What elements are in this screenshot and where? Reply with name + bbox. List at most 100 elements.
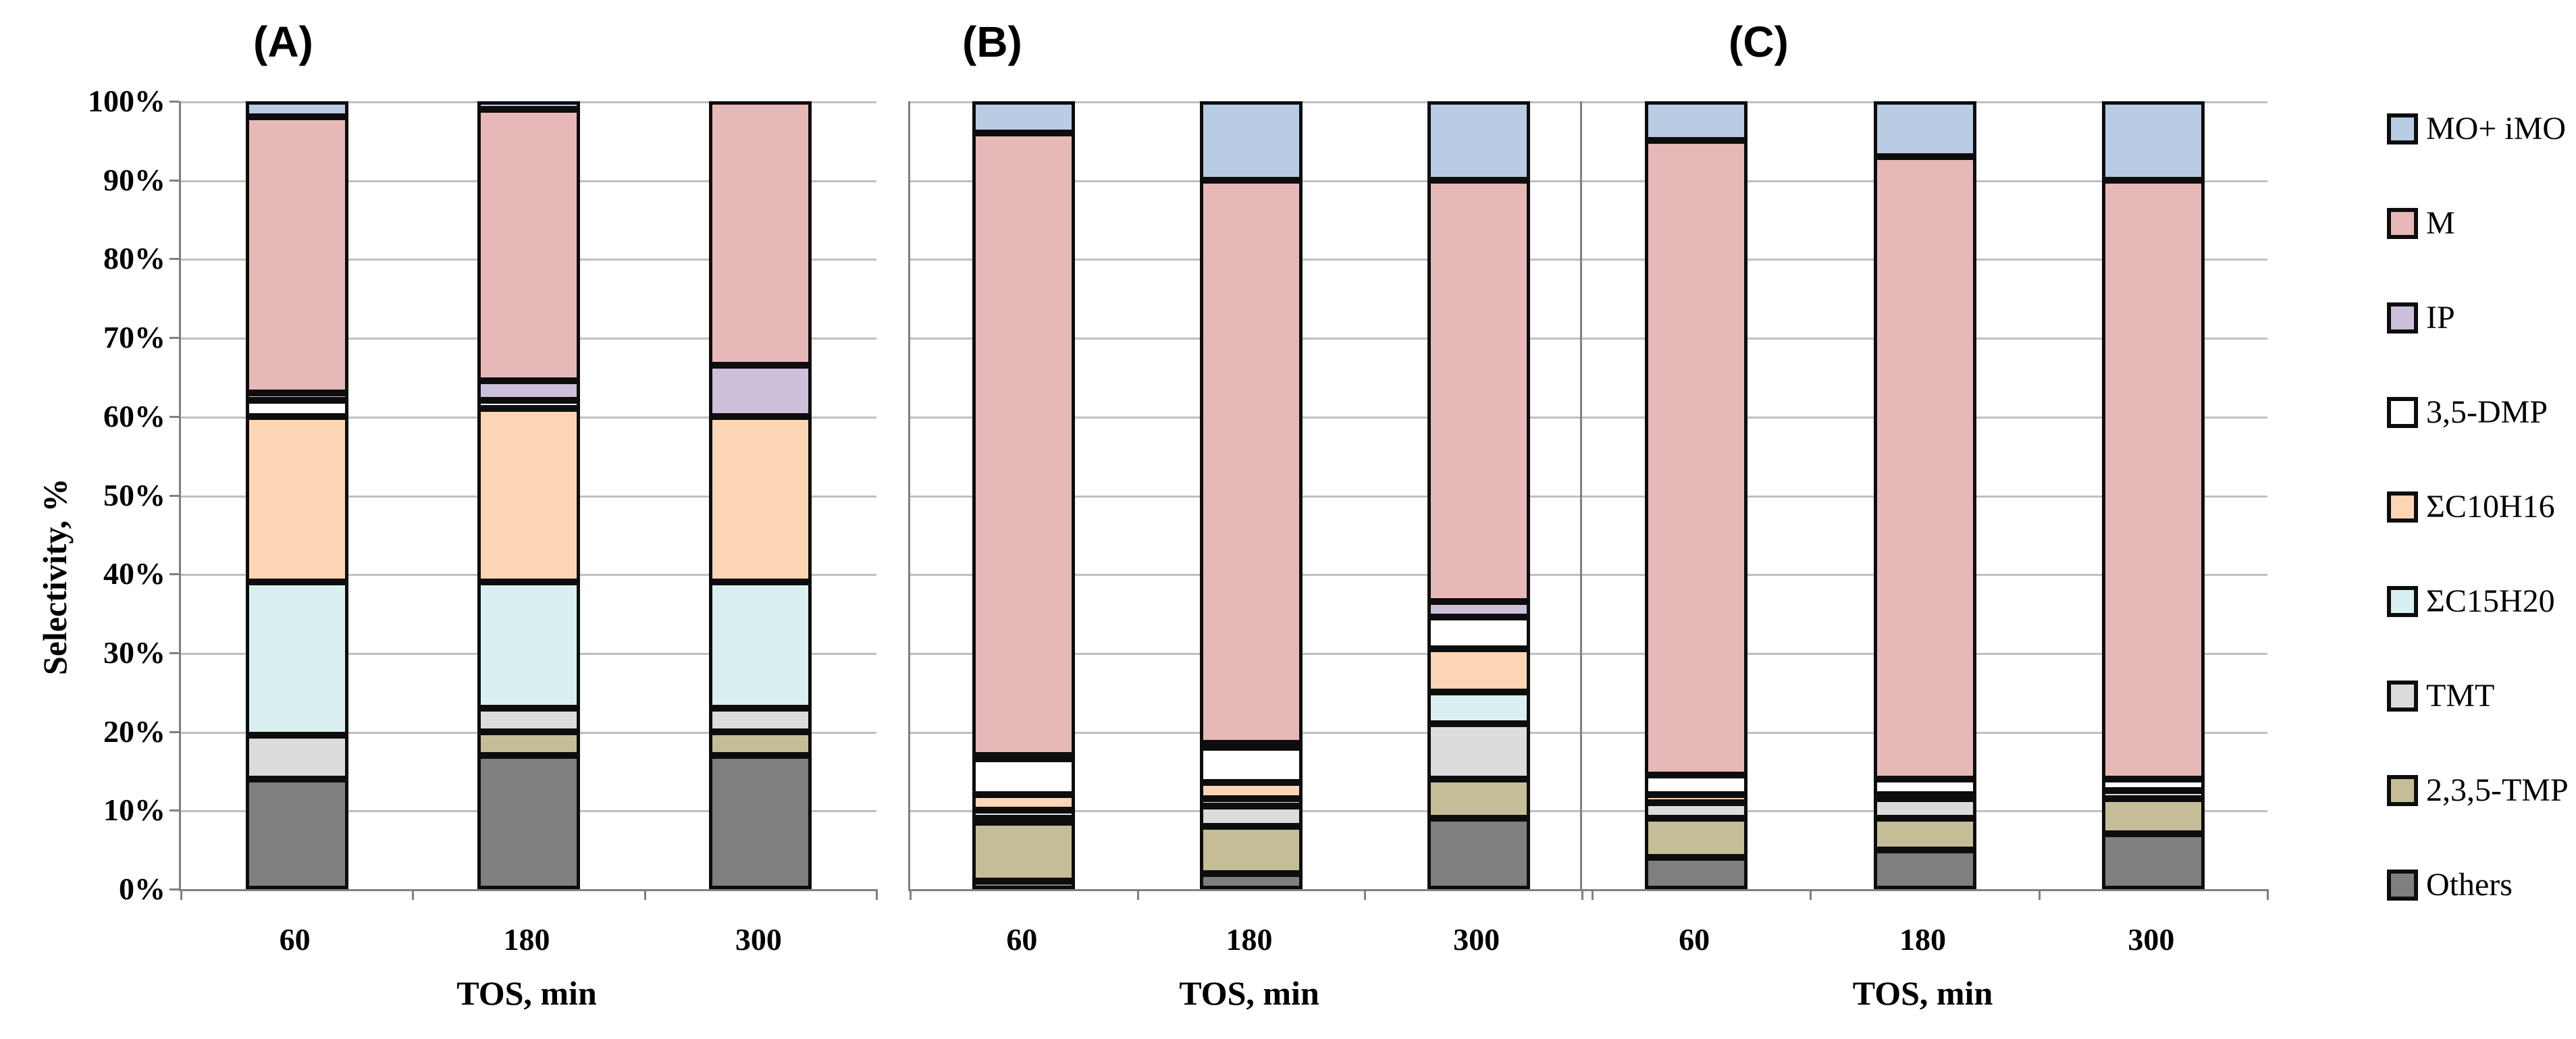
x-axis-label: 300 — [2128, 922, 2175, 957]
x-axis-tick — [910, 889, 912, 900]
y-axis-label: 90% — [103, 162, 165, 197]
legend-swatch-icon — [2387, 113, 2418, 144]
x-axis-label: 180 — [1226, 922, 1273, 957]
legend-item--c10h16: ΣC10H16 — [2387, 491, 2569, 523]
bar-segment-mo-imo — [972, 101, 1076, 133]
y-axis-tick — [169, 337, 179, 340]
bar-segment-tmt — [709, 708, 812, 732]
legend-swatch-icon — [2387, 775, 2418, 806]
x-axis-label: 180 — [503, 922, 550, 957]
x-axis-title: TOS, min — [1179, 974, 1319, 1012]
y-axis-tick — [169, 809, 179, 812]
legend-label: TMT — [2426, 678, 2495, 714]
bar-segment-others — [1645, 857, 1748, 889]
legend-item-2-3-5-tmp: 2,3,5-TMP — [2387, 774, 2569, 807]
legend-label: Others — [2426, 867, 2513, 903]
stacked-bar-b-180 — [1200, 101, 1303, 889]
bar-segment--c10h16 — [477, 408, 580, 582]
bar-segment-ip — [245, 392, 348, 401]
bar-segment-mo-imo — [245, 101, 348, 117]
bar-segment-tmt — [1427, 723, 1530, 779]
legend-label: ΣC10H16 — [2426, 489, 2555, 525]
bar-segment-3-5-dmp — [1645, 774, 1748, 795]
legend-item-m: M — [2387, 205, 2569, 241]
legend-swatch-icon — [2387, 397, 2418, 428]
x-axis-tick — [1581, 889, 1583, 900]
bar-segment--c15h20 — [972, 810, 1076, 818]
legend-item-tmt: TMT — [2387, 678, 2569, 714]
bar-segment-2-3-5-tmp — [972, 822, 1076, 882]
x-axis-label: 300 — [1453, 922, 1500, 957]
legend-swatch-icon — [2387, 681, 2418, 712]
bar-segment-tmt — [1645, 802, 1748, 818]
bar-segment-m — [1427, 180, 1530, 602]
bar-segment-m — [1873, 156, 1976, 779]
x-axis-tick — [2267, 889, 2269, 900]
bar-segment-others — [2101, 834, 2205, 889]
bar-segment-others — [1873, 849, 1976, 889]
legend-swatch-icon — [2387, 870, 2418, 901]
bar-segment--c15h20 — [1427, 692, 1530, 724]
bar-segment-tmt — [1200, 806, 1303, 826]
bar-segment-3-5-dmp — [972, 759, 1076, 795]
legend-swatch-icon — [2387, 302, 2418, 334]
bar-segment-m — [1200, 180, 1303, 744]
bar-segment--c10h16 — [709, 416, 812, 582]
bar-segment-others — [1200, 873, 1303, 889]
bar-segment-others — [709, 755, 812, 889]
bar-segment--c10h16 — [1427, 649, 1530, 693]
bar-segment-others — [477, 755, 580, 889]
x-axis-title: TOS, min — [1852, 974, 1993, 1012]
bar-segment-2-3-5-tmp — [1645, 818, 1748, 858]
x-axis-tick — [1136, 889, 1139, 900]
y-axis-tick — [169, 179, 179, 182]
x-axis-label: 180 — [1899, 922, 1946, 957]
y-axis-tick — [169, 101, 179, 103]
y-axis-tick — [169, 888, 179, 890]
bar-segment-2-3-5-tmp — [1200, 826, 1303, 874]
bar-segment-2-3-5-tmp — [2101, 798, 2205, 834]
y-axis-label: 0% — [119, 872, 165, 906]
bar-segment-others — [245, 778, 348, 889]
bar-segment-3-5-dmp — [1873, 778, 1976, 795]
bar-segment-3-5-dmp — [1427, 617, 1530, 649]
x-axis-label: 60 — [279, 922, 311, 957]
bar-segment-3-5-dmp — [245, 400, 348, 417]
bar-segment-3-5-dmp — [1200, 747, 1303, 783]
bar-segment-mo-imo — [1200, 101, 1303, 180]
bar-segment-3-5-dmp — [2101, 778, 2205, 791]
legend-label: MO+ iMO — [2426, 111, 2567, 146]
y-axis-label: 50% — [103, 477, 165, 512]
bar-segment-2-3-5-tmp — [709, 731, 812, 755]
y-axis-tick — [169, 415, 179, 418]
bar-segment-m — [245, 117, 348, 393]
bar-segment--c10h16 — [1200, 782, 1303, 799]
bar-segment-tmt — [2101, 791, 2205, 799]
x-axis-label: 300 — [735, 922, 782, 957]
panel-title-c: (C) — [1729, 18, 1789, 66]
legend-swatch-icon — [2387, 208, 2418, 239]
bar-segment-m — [2101, 180, 2205, 779]
bar-segment-3-5-dmp — [477, 400, 580, 409]
stacked-bar-a-60 — [245, 101, 348, 889]
y-axis-label: 70% — [103, 320, 165, 355]
x-axis-tick — [643, 889, 646, 900]
legend-swatch-icon — [2387, 586, 2418, 617]
bar-segment-m — [1645, 140, 1748, 775]
bar-segment-m — [477, 109, 580, 381]
legend-item-others: Others — [2387, 867, 2569, 903]
stacked-bar-a-180 — [477, 101, 580, 889]
bar-segment-m — [972, 132, 1076, 755]
bar-segment-mo-imo — [2101, 101, 2205, 180]
y-axis-title: Selectivity, % — [36, 478, 74, 675]
bar-segment-2-3-5-tmp — [477, 731, 580, 755]
bar-segment-others — [1427, 818, 1530, 889]
y-axis-label: 20% — [103, 714, 165, 749]
bar-segment--c15h20 — [1200, 798, 1303, 807]
x-axis-tick — [1364, 889, 1367, 900]
legend-label: ΣC15H20 — [2426, 583, 2555, 619]
x-axis-tick — [2038, 889, 2041, 900]
legend-label: M — [2426, 205, 2455, 241]
bar-segment--c15h20 — [709, 581, 812, 708]
